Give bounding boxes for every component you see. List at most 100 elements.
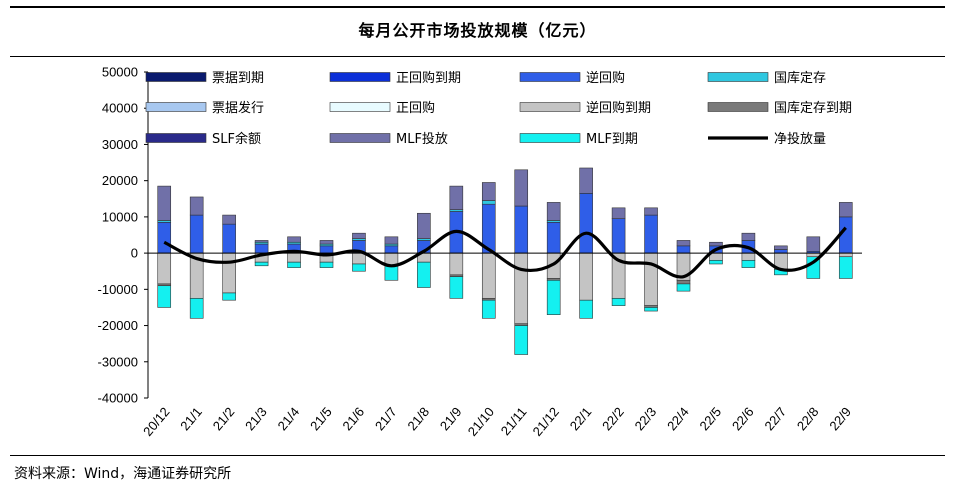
bar-segment (611, 298, 626, 306)
legend-label: 净投放量 (774, 131, 826, 147)
bar-segment (644, 307, 658, 312)
x-tick-label: 21/2 (210, 404, 238, 433)
chart-title: 每月公开市场投放规模（亿元） (358, 21, 597, 40)
bar-segment (449, 276, 464, 299)
legend-label: SLF余额 (212, 131, 261, 147)
bar-segment (579, 193, 593, 254)
legend-label: MLF投放 (396, 131, 448, 147)
bar-segment (157, 185, 172, 221)
bar-segment (514, 325, 529, 355)
x-tick-label: 21/4 (275, 404, 303, 433)
x-tick-label: 22/5 (696, 404, 724, 433)
x-tick-label: 21/12 (530, 404, 562, 439)
legend-label: 正回购 (396, 100, 435, 116)
bar-segment (514, 205, 529, 254)
legend-swatch (707, 72, 769, 82)
bar-segment (579, 252, 593, 301)
bar-segment (189, 298, 204, 319)
bar-segment (189, 214, 204, 254)
legend-label: 正回购到期 (396, 70, 461, 86)
bar-segment (774, 249, 788, 254)
bar-segment (222, 214, 236, 225)
x-tick-label: 22/6 (729, 404, 757, 433)
bar-segment (546, 279, 561, 315)
bar-segment (611, 207, 626, 219)
y-tick-label: -30000 (98, 354, 138, 369)
bar-segment (709, 260, 723, 265)
y-tick-label: 30000 (102, 137, 138, 152)
x-tick-label: 21/11 (498, 404, 530, 438)
bar-segment (644, 207, 658, 216)
legend-swatch (329, 72, 391, 82)
x-tick-label: 21/6 (339, 404, 367, 433)
bar-segment (481, 252, 496, 299)
bar-segment (384, 245, 399, 254)
bar-segment (157, 222, 172, 254)
y-tick-label: -20000 (98, 318, 138, 333)
legend-swatch (519, 133, 581, 143)
bar-segment (644, 252, 658, 306)
x-tick-label: 22/9 (826, 404, 854, 433)
bar-segment (481, 200, 496, 205)
legend-label: 逆回购 (586, 70, 625, 86)
legend-swatch (145, 133, 207, 143)
bar-segment (352, 263, 366, 272)
bar-segment (514, 252, 529, 325)
legend-label: 票据发行 (212, 100, 264, 116)
y-tick-label: 10000 (102, 209, 138, 224)
bar-segment (579, 167, 593, 194)
bar-segment (254, 261, 269, 267)
legend-swatch (519, 102, 581, 112)
bottom-rule (10, 455, 945, 456)
y-tick-label: -10000 (98, 282, 138, 297)
bar-segment (157, 285, 172, 308)
bar-segment (676, 240, 691, 247)
x-tick-label: 22/2 (599, 404, 627, 433)
bar-segment (287, 252, 301, 263)
bar-segment (287, 236, 301, 243)
top-rule (10, 6, 945, 8)
x-tick-label: 22/7 (761, 404, 789, 433)
legend-swatch (145, 102, 207, 112)
bar-segment (222, 223, 236, 254)
bar-segment (254, 243, 269, 254)
legend-label: 逆回购到期 (586, 100, 651, 116)
bar-segment (319, 245, 334, 254)
bar-segment (189, 196, 204, 216)
bar-segment (546, 202, 561, 221)
legend-label: 国库定存到期 (774, 100, 852, 116)
bar-segment (319, 240, 334, 245)
bar-segment (449, 252, 464, 276)
bar-segment (352, 252, 366, 265)
bar-segment (806, 256, 821, 279)
bar-segment (611, 218, 626, 254)
bar-segment (709, 241, 723, 247)
bar-segment (481, 182, 496, 201)
x-tick-label: 21/1 (177, 404, 205, 433)
bar-segment (741, 260, 756, 268)
bar-segment (741, 232, 756, 241)
bar-segment (838, 202, 853, 218)
bar-segment (579, 299, 593, 319)
legend-swatch (145, 72, 207, 82)
legend-label: MLF到期 (586, 132, 638, 147)
bar-segment (838, 256, 853, 279)
legend-label: 票据到期 (212, 71, 264, 86)
title-rule (10, 56, 945, 57)
bar-segment (287, 261, 301, 268)
legend-swatch (329, 102, 391, 112)
bar-segment (384, 265, 399, 281)
x-tick-label: 22/4 (664, 404, 692, 433)
bar-segment (157, 252, 172, 285)
x-tick-label: 20/12 (140, 404, 172, 439)
bar-segment (222, 252, 236, 294)
bar-segment (417, 261, 431, 288)
net-injection-line (163, 226, 847, 279)
bar-segment (741, 252, 756, 261)
x-tick-label: 21/7 (372, 404, 400, 433)
bar-segment (644, 214, 658, 254)
x-tick-label: 22/3 (632, 404, 660, 433)
bar-segment (676, 283, 691, 292)
bar-segment (546, 222, 561, 254)
x-tick-label: 21/5 (307, 404, 335, 433)
